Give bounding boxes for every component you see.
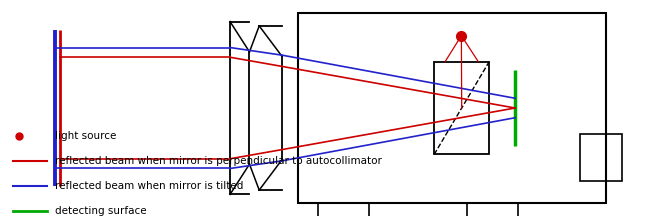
Bar <box>580 134 622 181</box>
Text: reflected beam when mirror is perpendicular to autocollimator: reflected beam when mirror is perpendicu… <box>55 156 382 166</box>
Bar <box>318 203 369 216</box>
Text: detecting surface: detecting surface <box>55 206 146 216</box>
Text: reflected beam when mirror is tilted: reflected beam when mirror is tilted <box>55 181 244 191</box>
Bar <box>434 62 489 154</box>
Bar <box>298 13 606 203</box>
Text: light source: light source <box>55 131 117 141</box>
Bar <box>467 203 518 216</box>
